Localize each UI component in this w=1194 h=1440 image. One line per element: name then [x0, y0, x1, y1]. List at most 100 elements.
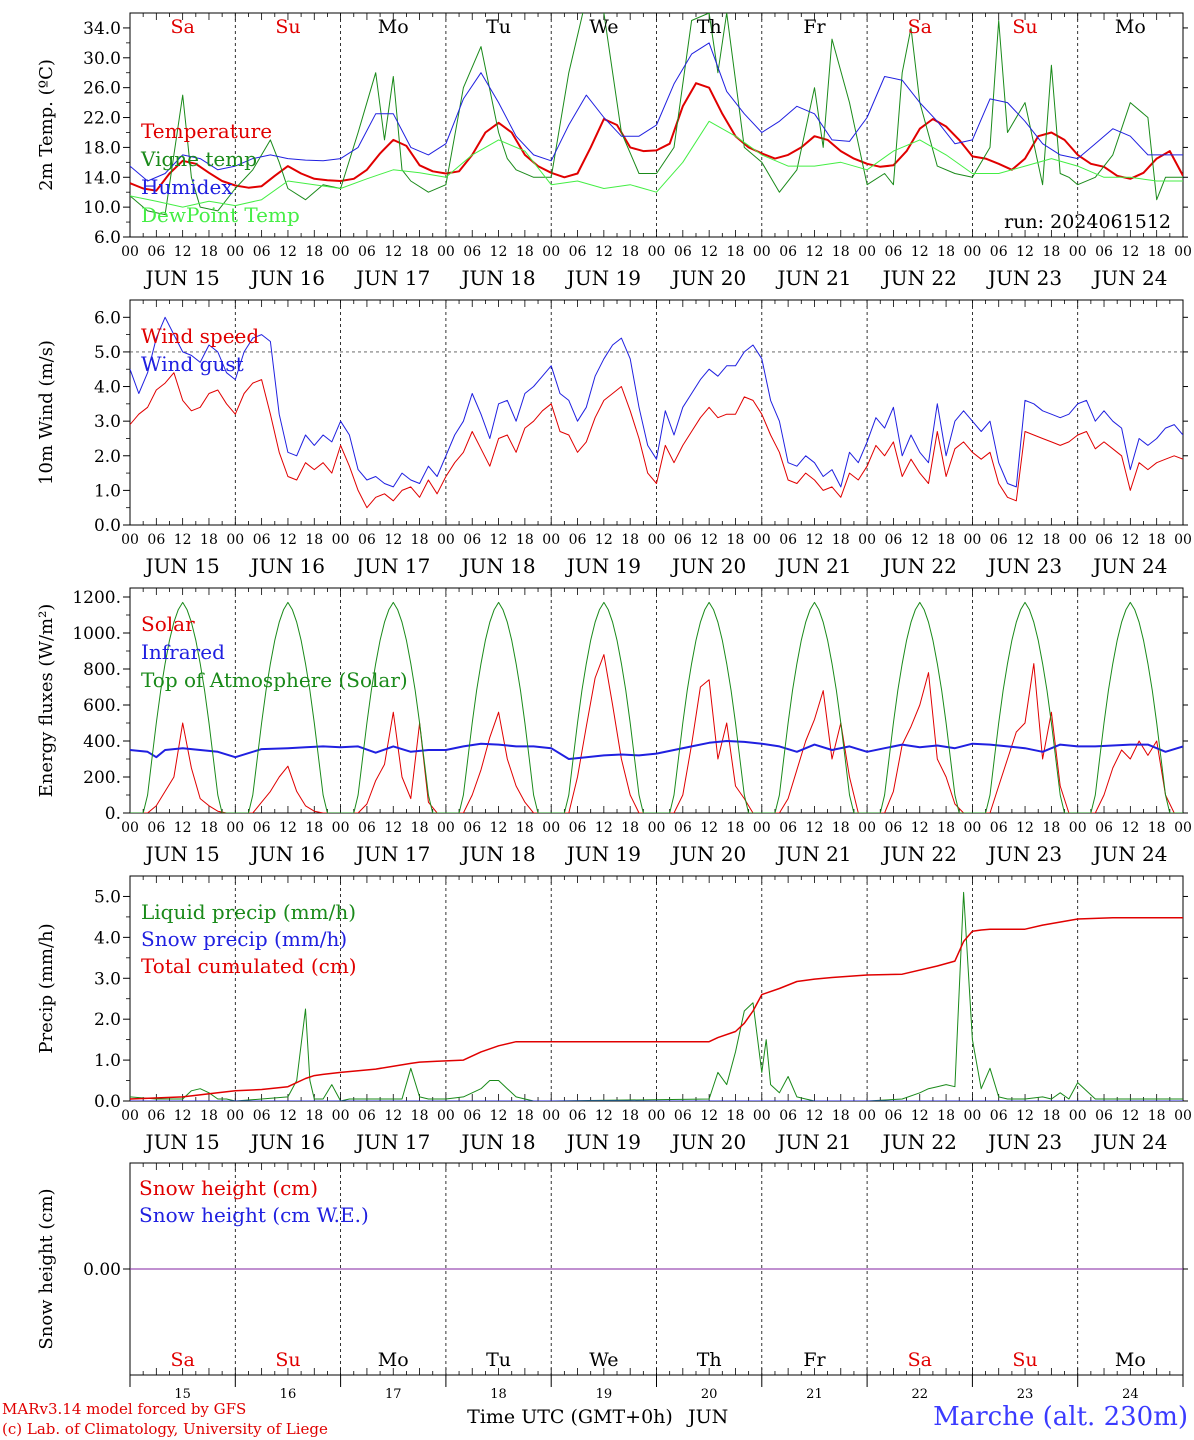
y-tick-label: 6.0: [94, 308, 121, 328]
hour-tick-label: 18: [832, 1108, 850, 1124]
hour-tick-label: 12: [1016, 1108, 1034, 1124]
y-tick-label: 6.0: [94, 228, 121, 248]
weekday-label: Sa: [170, 16, 194, 38]
legend-entry: Snow height (cm): [139, 1176, 318, 1200]
hour-tick-label: 00: [437, 244, 455, 260]
day-label: JUN 23: [986, 1130, 1062, 1154]
hour-tick-label: 00: [121, 820, 139, 836]
hour-tick-label: 00: [753, 244, 771, 260]
day-label: JUN 18: [459, 554, 535, 578]
day-label: JUN 20: [670, 266, 746, 290]
hour-tick-label: 00: [753, 820, 771, 836]
hour-tick-label: 18: [200, 532, 218, 548]
y-tick-label: 0.0: [94, 1092, 121, 1112]
day-label: JUN 23: [986, 842, 1062, 866]
hour-tick-label: 18: [516, 244, 534, 260]
weekday-label: Fr: [803, 16, 826, 38]
day-label: JUN 17: [354, 266, 430, 290]
hour-tick-label: 00: [858, 244, 876, 260]
day-label: JUN 17: [354, 842, 430, 866]
weekday-label: Mo: [378, 1349, 409, 1371]
day-label: JUN 21: [775, 1130, 851, 1154]
hour-tick-label: 00: [648, 820, 666, 836]
series-line-top-of-atmosphere-solar-: [130, 601, 1183, 813]
hour-tick-label: 18: [1042, 244, 1060, 260]
hour-tick-label: 00: [1069, 532, 1087, 548]
day-number-label: 21: [806, 1387, 823, 1402]
panel-frame: [129, 587, 1184, 814]
panel-frame: [129, 299, 1184, 526]
hour-tick-label: 18: [1148, 244, 1166, 260]
hour-tick-label: 12: [806, 532, 824, 548]
y-tick-label: 600.: [83, 696, 121, 716]
hour-tick-label: 00: [1069, 1108, 1087, 1124]
hour-tick-label: 18: [727, 1108, 745, 1124]
hour-tick-label: 18: [937, 532, 955, 548]
y-tick-label: 10.0: [83, 198, 121, 218]
day-label: JUN 20: [670, 842, 746, 866]
hour-tick-label: 00: [226, 820, 244, 836]
weekday-label: Fr: [803, 1349, 826, 1371]
weekday-label: Sa: [170, 1349, 194, 1371]
hour-tick-label: 18: [727, 244, 745, 260]
day-label: JUN 19: [565, 266, 641, 290]
y-tick-label: 5.0: [94, 343, 121, 363]
hour-tick-label: 06: [674, 244, 692, 260]
hour-tick-label: 06: [1095, 244, 1113, 260]
hour-tick-label: 12: [595, 532, 613, 548]
hour-tick-label: 18: [200, 820, 218, 836]
hour-tick-label: 06: [358, 820, 376, 836]
y-axis-label: 2m Temp. (ºC): [36, 59, 57, 191]
day-label: JUN 15: [144, 1130, 220, 1154]
hour-tick-label: 06: [779, 244, 797, 260]
hour-tick-label: 18: [305, 532, 323, 548]
weekday-label: Tu: [486, 16, 511, 38]
weekday-label: Sa: [908, 1349, 932, 1371]
hour-tick-label: 18: [516, 1108, 534, 1124]
hour-tick-label: 18: [832, 244, 850, 260]
day-label: JUN 17: [354, 1130, 430, 1154]
weekday-label: We: [589, 16, 618, 38]
hour-tick-label: 12: [384, 244, 402, 260]
hour-tick-label: 12: [279, 1108, 297, 1124]
day-label: JUN 24: [1091, 1130, 1167, 1154]
hour-tick-label: 12: [1121, 820, 1139, 836]
hour-tick-label: 06: [358, 532, 376, 548]
y-axis-label: Snow height (cm): [36, 1188, 57, 1349]
hour-tick-label: 12: [595, 244, 613, 260]
hour-tick-label: 18: [621, 532, 639, 548]
legend-entry: Liquid precip (mm/h): [141, 900, 356, 924]
hour-tick-label: 00: [648, 1108, 666, 1124]
hour-tick-label: 12: [279, 532, 297, 548]
hour-tick-label: 12: [806, 244, 824, 260]
hour-tick-label: 06: [779, 820, 797, 836]
hour-tick-label: 06: [990, 820, 1008, 836]
weekday-label: We: [589, 1349, 618, 1371]
hour-tick-label: 06: [674, 532, 692, 548]
hour-tick-label: 12: [1121, 532, 1139, 548]
legend-entry: Snow height (cm W.E.): [139, 1203, 369, 1227]
hour-tick-label: 18: [621, 1108, 639, 1124]
hour-tick-label: 12: [911, 820, 929, 836]
hour-tick-label: 06: [147, 820, 165, 836]
hour-tick-label: 06: [569, 532, 587, 548]
y-tick-label: 14.0: [83, 168, 121, 188]
hour-tick-label: 06: [463, 244, 481, 260]
day-label: JUN 18: [459, 842, 535, 866]
legend-entry: Snow precip (mm/h): [141, 927, 347, 951]
day-label: JUN 18: [459, 266, 535, 290]
legend-entry: Humidex: [141, 175, 233, 199]
day-label: JUN 19: [565, 554, 641, 578]
hour-tick-label: 12: [1121, 244, 1139, 260]
hour-tick-label: 12: [700, 532, 718, 548]
hour-tick-label: 12: [1016, 244, 1034, 260]
hour-tick-label: 12: [911, 532, 929, 548]
y-tick-label: 4.0: [94, 378, 121, 398]
day-number-label: 17: [385, 1387, 402, 1402]
hour-tick-label: 00: [963, 820, 981, 836]
series-line-total-cumulated-cm-: [130, 916, 1183, 1100]
hour-tick-label: 18: [1148, 532, 1166, 548]
weekday-label: Su: [275, 1349, 300, 1371]
day-label: JUN 21: [775, 554, 851, 578]
hour-tick-label: 06: [358, 1108, 376, 1124]
